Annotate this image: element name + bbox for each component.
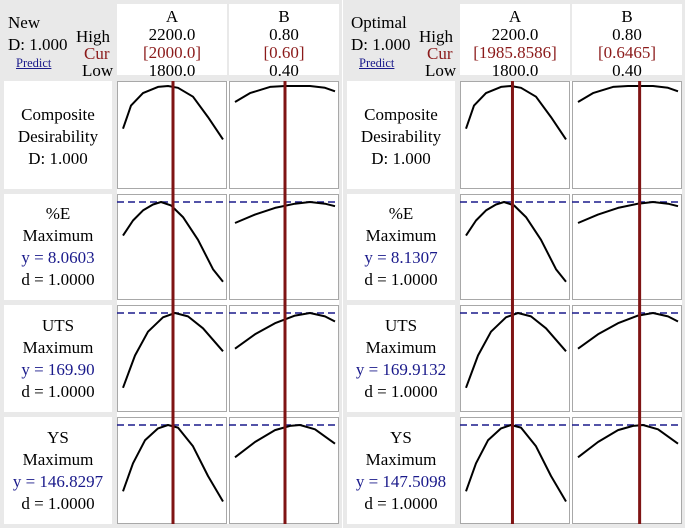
plot-cell xyxy=(572,305,682,412)
factor-name: A xyxy=(165,7,179,26)
factor-name: A xyxy=(508,7,522,26)
panel-new: New D: 1.000 Predict High Cur Low A 2200… xyxy=(0,0,342,528)
predict-link[interactable]: Predict xyxy=(16,56,52,70)
row-label-pct-e: %E Maximum y = 8.0603 d = 1.0000 xyxy=(4,194,112,300)
row-label-ys: YS Maximum y = 147.5098 d = 1.0000 xyxy=(347,417,455,524)
factor-low: 0.40 xyxy=(612,61,642,80)
factor-cur: [2000.0] xyxy=(142,43,202,62)
cur-label: Cur xyxy=(84,44,110,63)
response-curve xyxy=(465,201,567,283)
header-label-box: New D: 1.000 Predict High Cur Low xyxy=(4,4,113,79)
panel-title: Optimal xyxy=(351,13,407,32)
plot-cell xyxy=(572,81,682,189)
row-label-line: D: 1.000 xyxy=(28,149,88,168)
response-curve xyxy=(122,201,224,283)
overall-desirability: D: 1.000 xyxy=(351,35,411,54)
row-label-line: YS xyxy=(47,428,69,447)
response-curve xyxy=(122,85,224,140)
desirability-d: d = 1.0000 xyxy=(21,270,95,289)
factor-header-a: A 2200.0 [1985.8586] 1800.0 xyxy=(460,4,570,79)
plot-cell xyxy=(460,305,570,412)
plot-svg xyxy=(460,81,682,524)
response-curve xyxy=(234,312,336,350)
row-label-line: Desirability xyxy=(17,127,99,146)
predicted-y: y = 169.90 xyxy=(21,360,95,379)
factor-name: B xyxy=(621,7,633,26)
high-label: High xyxy=(419,27,453,46)
response-curve xyxy=(234,201,336,224)
row-label-line: Maximum xyxy=(365,450,437,469)
panel-optimal: Optimal D: 1.000 Predict High Cur Low A … xyxy=(343,0,685,528)
factor-header-b: B 0.80 [0.6465] 0.40 xyxy=(572,4,682,79)
desirability-d: d = 1.0000 xyxy=(364,494,438,513)
predict-link[interactable]: Predict xyxy=(359,56,395,70)
row-label-line: Maximum xyxy=(22,450,94,469)
factor-high: 2200.0 xyxy=(148,25,196,44)
row-label-line: %E xyxy=(45,204,71,223)
row-label-line: UTS xyxy=(41,316,75,335)
panel-title: New xyxy=(8,13,41,32)
row-label-line: D: 1.000 xyxy=(371,149,431,168)
overall-desirability: D: 1.000 xyxy=(8,35,68,54)
plot-cell xyxy=(460,417,570,524)
factor-cur: [0.6465] xyxy=(597,43,657,62)
row-label-line: Composite xyxy=(364,105,438,124)
header-label-box: Optimal D: 1.000 Predict High Cur Low xyxy=(347,4,456,79)
factor-cur: [0.60] xyxy=(263,43,305,62)
row-label-line: Maximum xyxy=(22,338,94,357)
predicted-y: y = 147.5098 xyxy=(355,472,447,491)
response-curve xyxy=(234,424,336,459)
plot-cell xyxy=(460,81,570,189)
row-label-line: Composite xyxy=(21,105,95,124)
factor-low: 1800.0 xyxy=(491,61,539,80)
row-label-composite: Composite Desirability D: 1.000 xyxy=(347,81,455,189)
row-label-uts: UTS Maximum y = 169.9132 d = 1.0000 xyxy=(347,305,455,412)
row-label-pct-e: %E Maximum y = 8.1307 d = 1.0000 xyxy=(347,194,455,300)
row-label-line: Maximum xyxy=(365,226,437,245)
row-label-uts: UTS Maximum y = 169.90 d = 1.0000 xyxy=(4,305,112,412)
factor-cur: [1985.8586] xyxy=(473,43,557,62)
row-label-line: YS xyxy=(390,428,412,447)
response-curve xyxy=(577,85,679,103)
predicted-y: y = 146.8297 xyxy=(12,472,104,491)
row-label-ys: YS Maximum y = 146.8297 d = 1.0000 xyxy=(4,417,112,524)
factor-high: 0.80 xyxy=(612,25,642,44)
row-label-composite: Composite Desirability D: 1.000 xyxy=(4,81,112,189)
factor-low: 0.40 xyxy=(269,61,299,80)
factor-header-b: B 0.80 [0.60] 0.40 xyxy=(229,4,339,79)
predicted-y: y = 8.0603 xyxy=(21,248,95,267)
plot-cell xyxy=(572,194,682,300)
low-label: Low xyxy=(425,61,457,80)
desirability-d: d = 1.0000 xyxy=(364,270,438,289)
plot-svg xyxy=(117,81,339,524)
plot-cell xyxy=(572,417,682,524)
plot-cell xyxy=(460,194,570,300)
row-label-line: Maximum xyxy=(365,338,437,357)
row-label-line: %E xyxy=(388,204,414,223)
predicted-y: y = 169.9132 xyxy=(355,360,447,379)
response-curve xyxy=(122,312,224,389)
desirability-d: d = 1.0000 xyxy=(21,494,95,513)
factor-low: 1800.0 xyxy=(148,61,196,80)
plot-area-new xyxy=(117,81,339,524)
response-curve xyxy=(577,201,679,224)
predicted-y: y = 8.1307 xyxy=(364,248,438,267)
desirability-d: d = 1.0000 xyxy=(21,382,95,401)
row-label-line: UTS xyxy=(384,316,418,335)
factor-name: B xyxy=(278,7,290,26)
response-curve xyxy=(577,312,679,350)
response-curve xyxy=(122,424,224,503)
desirability-d: d = 1.0000 xyxy=(364,382,438,401)
high-label: High xyxy=(76,27,110,46)
low-label: Low xyxy=(82,61,114,80)
row-label-line: Desirability xyxy=(360,127,442,146)
row-label-line: Maximum xyxy=(22,226,94,245)
response-curve xyxy=(577,424,679,459)
factor-high: 2200.0 xyxy=(491,25,539,44)
factor-header-a: A 2200.0 [2000.0] 1800.0 xyxy=(117,4,227,79)
factor-high: 0.80 xyxy=(269,25,299,44)
plot-area-optimal xyxy=(460,81,682,524)
cur-label: Cur xyxy=(427,44,453,63)
